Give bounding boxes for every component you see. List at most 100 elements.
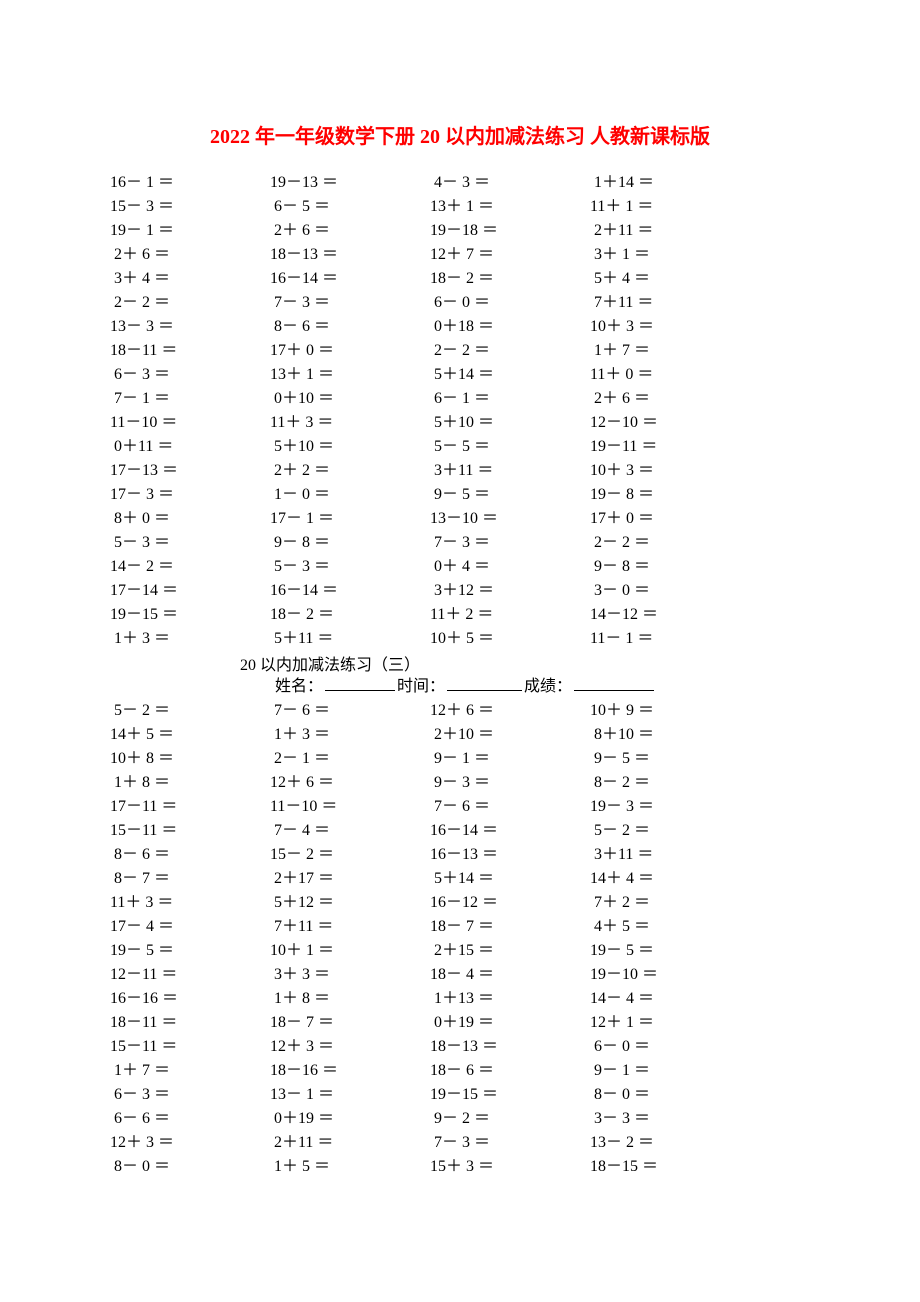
problem-cell: 1＋ 5 ＝ xyxy=(270,1155,430,1179)
problem-cell: 7－ 6 ＝ xyxy=(430,795,590,819)
problem-cell: 12＋ 1 ＝ xyxy=(590,1011,750,1035)
problem-cell: 19－15 ＝ xyxy=(430,1083,590,1107)
problem-cell: 12＋ 3 ＝ xyxy=(270,1035,430,1059)
problem-cell: 3＋12 ＝ xyxy=(430,579,590,603)
problem-cell: 18－ 4 ＝ xyxy=(430,963,590,987)
problem-cell: 7＋ 2 ＝ xyxy=(590,891,750,915)
problem-cell: 7－ 3 ＝ xyxy=(270,291,430,315)
problem-cell: 5＋12 ＝ xyxy=(270,891,430,915)
problem-cell: 9－ 1 ＝ xyxy=(590,1059,750,1083)
problem-cell: 6－ 0 ＝ xyxy=(430,291,590,315)
problem-cell: 5－ 2 ＝ xyxy=(110,699,270,723)
problem-cell: 8＋10 ＝ xyxy=(590,723,750,747)
problem-cell: 5＋10 ＝ xyxy=(430,411,590,435)
problem-cell: 12－11 ＝ xyxy=(110,963,270,987)
problem-cell: 2－ 2 ＝ xyxy=(430,339,590,363)
problem-cell: 1＋ 7 ＝ xyxy=(590,339,750,363)
problem-cell: 6－ 5 ＝ xyxy=(270,195,430,219)
problem-cell: 1＋ 3 ＝ xyxy=(270,723,430,747)
problem-cell: 11＋ 1 ＝ xyxy=(590,195,750,219)
problem-cell: 7－ 3 ＝ xyxy=(430,1131,590,1155)
problem-cell: 0＋19 ＝ xyxy=(430,1011,590,1035)
problem-cell: 15－ 3 ＝ xyxy=(110,195,270,219)
problem-cell: 1＋ 8 ＝ xyxy=(110,771,270,795)
problem-cell: 16－12 ＝ xyxy=(430,891,590,915)
problem-cell: 8－ 0 ＝ xyxy=(590,1083,750,1107)
problem-cell: 18－15 ＝ xyxy=(590,1155,750,1179)
problem-cell: 17＋ 0 ＝ xyxy=(590,507,750,531)
problem-cell: 17－ 1 ＝ xyxy=(270,507,430,531)
problem-cell: 11－10 ＝ xyxy=(110,411,270,435)
problem-cell: 7－ 1 ＝ xyxy=(110,387,270,411)
problem-cell: 0＋19 ＝ xyxy=(270,1107,430,1131)
problem-cell: 3＋11 ＝ xyxy=(590,843,750,867)
problem-cell: 11＋ 0 ＝ xyxy=(590,363,750,387)
problem-cell: 18－ 7 ＝ xyxy=(270,1011,430,1035)
problem-cell: 5＋11 ＝ xyxy=(270,627,430,651)
problem-cell: 9－ 5 ＝ xyxy=(590,747,750,771)
blank-name xyxy=(325,676,395,691)
problems-set-2: 5－ 2 ＝ 7－ 6 ＝12＋ 6 ＝10＋ 9 ＝14＋ 5 ＝ 1＋ 3 … xyxy=(110,699,810,1179)
problem-cell: 14＋ 5 ＝ xyxy=(110,723,270,747)
problem-cell: 18－11 ＝ xyxy=(110,339,270,363)
problem-cell: 16－ 1 ＝ xyxy=(110,171,270,195)
problem-cell: 9－ 8 ＝ xyxy=(270,531,430,555)
problem-cell: 19－ 3 ＝ xyxy=(590,795,750,819)
problem-cell: 18－16 ＝ xyxy=(270,1059,430,1083)
problem-cell: 9－ 5 ＝ xyxy=(430,483,590,507)
problem-cell: 16－16 ＝ xyxy=(110,987,270,1011)
problem-cell: 14－ 2 ＝ xyxy=(110,555,270,579)
problem-cell: 5－ 5 ＝ xyxy=(430,435,590,459)
problem-cell: 12＋ 6 ＝ xyxy=(270,771,430,795)
problem-cell: 0＋10 ＝ xyxy=(270,387,430,411)
problem-cell: 11－10 ＝ xyxy=(270,795,430,819)
problem-cell: 19－ 5 ＝ xyxy=(110,939,270,963)
problem-cell: 13－ 1 ＝ xyxy=(270,1083,430,1107)
problem-cell: 4＋ 5 ＝ xyxy=(590,915,750,939)
problem-cell: 11－ 1 ＝ xyxy=(590,627,750,651)
problem-cell: 9－ 3 ＝ xyxy=(430,771,590,795)
problem-cell: 19－ 8 ＝ xyxy=(590,483,750,507)
problem-cell: 18－ 2 ＝ xyxy=(430,267,590,291)
problem-cell: 16－13 ＝ xyxy=(430,843,590,867)
problem-cell: 3＋ 1 ＝ xyxy=(590,243,750,267)
problem-cell: 8－ 2 ＝ xyxy=(590,771,750,795)
problems-set-1: 16－ 1 ＝19－13 ＝ 4－ 3 ＝ 1＋14 ＝15－ 3 ＝ 6－ 5… xyxy=(110,171,810,651)
problem-cell: 14－ 4 ＝ xyxy=(590,987,750,1011)
problem-cell: 2＋11 ＝ xyxy=(590,219,750,243)
problem-cell: 2＋10 ＝ xyxy=(430,723,590,747)
problem-cell: 8＋ 0 ＝ xyxy=(110,507,270,531)
problem-cell: 7－ 4 ＝ xyxy=(270,819,430,843)
problem-cell: 1＋ 7 ＝ xyxy=(110,1059,270,1083)
problem-cell: 8－ 7 ＝ xyxy=(110,867,270,891)
blank-time xyxy=(447,676,522,691)
problem-cell: 17－14 ＝ xyxy=(110,579,270,603)
problem-cell: 6－ 6 ＝ xyxy=(110,1107,270,1131)
problem-cell: 1－ 0 ＝ xyxy=(270,483,430,507)
problem-cell: 10＋ 1 ＝ xyxy=(270,939,430,963)
problem-cell: 10＋ 3 ＝ xyxy=(590,315,750,339)
problem-cell: 17＋ 0 ＝ xyxy=(270,339,430,363)
problem-cell: 4－ 3 ＝ xyxy=(430,171,590,195)
problem-cell: 5＋14 ＝ xyxy=(430,867,590,891)
problem-cell: 7－ 3 ＝ xyxy=(430,531,590,555)
problem-cell: 0＋11 ＝ xyxy=(110,435,270,459)
problem-cell: 12＋ 3 ＝ xyxy=(110,1131,270,1155)
problem-cell: 14－12 ＝ xyxy=(590,603,750,627)
problem-cell: 2＋ 6 ＝ xyxy=(110,243,270,267)
problem-cell: 2＋11 ＝ xyxy=(270,1131,430,1155)
problem-cell: 6－ 0 ＝ xyxy=(590,1035,750,1059)
problem-cell: 19－10 ＝ xyxy=(590,963,750,987)
problem-cell: 2－ 2 ＝ xyxy=(110,291,270,315)
problem-cell: 16－14 ＝ xyxy=(270,579,430,603)
problem-cell: 19－ 1 ＝ xyxy=(110,219,270,243)
problem-cell: 12＋ 6 ＝ xyxy=(430,699,590,723)
problem-cell: 5＋ 4 ＝ xyxy=(590,267,750,291)
problem-cell: 12－10 ＝ xyxy=(590,411,750,435)
problem-cell: 19－ 5 ＝ xyxy=(590,939,750,963)
problem-cell: 15＋ 3 ＝ xyxy=(430,1155,590,1179)
problem-cell: 17－13 ＝ xyxy=(110,459,270,483)
problem-cell: 10＋ 3 ＝ xyxy=(590,459,750,483)
problem-cell: 2－ 2 ＝ xyxy=(590,531,750,555)
problem-cell: 3＋ 4 ＝ xyxy=(110,267,270,291)
